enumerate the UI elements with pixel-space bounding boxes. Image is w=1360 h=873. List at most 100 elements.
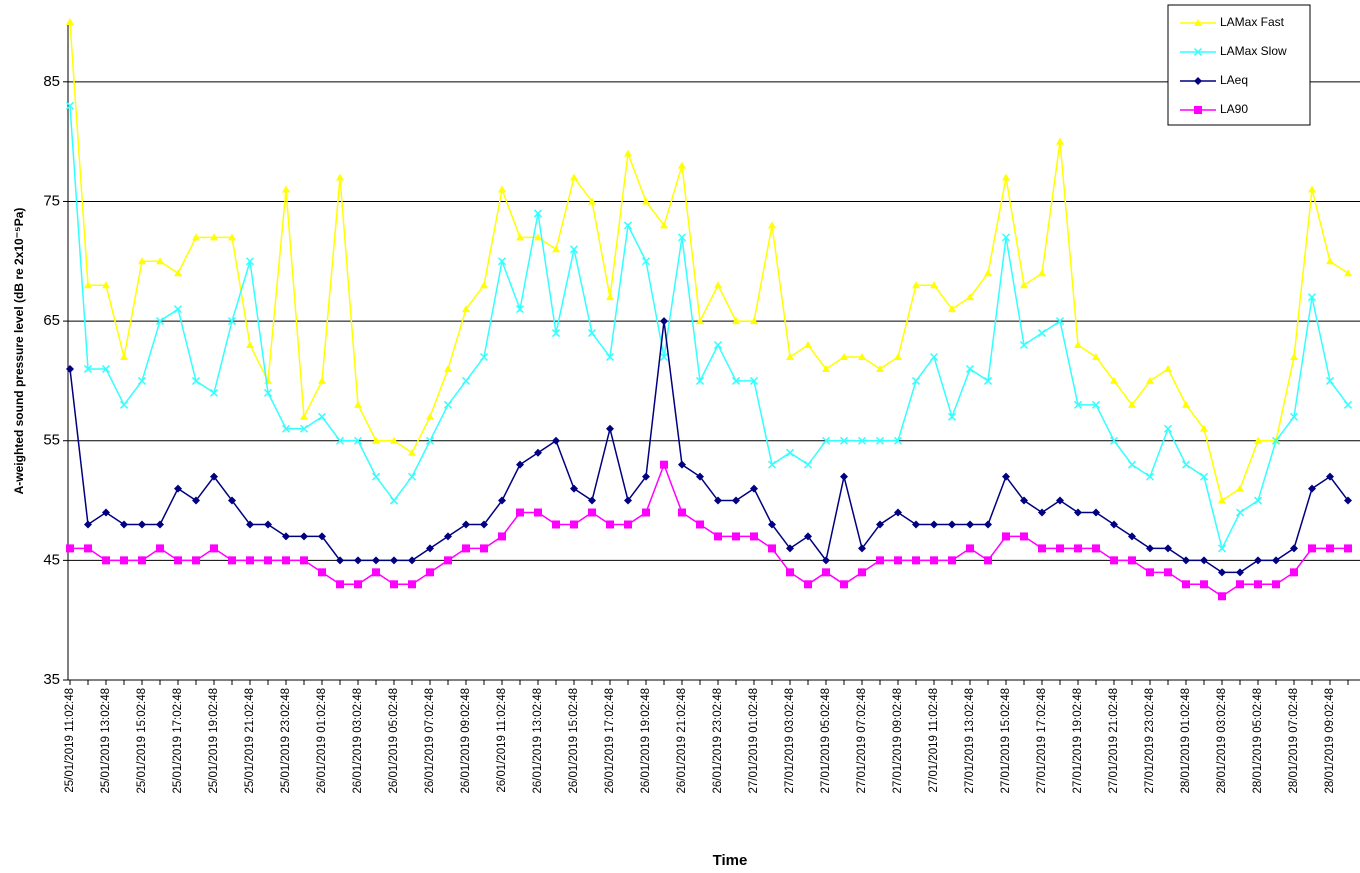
x-tick-label: 27/01/2019 05:02:48 xyxy=(820,688,832,794)
point xyxy=(1164,544,1172,553)
point xyxy=(912,556,920,565)
point xyxy=(1236,568,1244,577)
point xyxy=(192,233,200,241)
point xyxy=(300,556,308,565)
point xyxy=(174,484,182,493)
point xyxy=(245,257,255,266)
point xyxy=(1038,508,1046,517)
point xyxy=(786,352,794,360)
point xyxy=(840,472,848,481)
point xyxy=(209,388,219,397)
point xyxy=(1145,472,1155,481)
point xyxy=(1199,472,1209,481)
point xyxy=(677,233,687,242)
point xyxy=(1002,532,1010,541)
point xyxy=(1092,508,1100,517)
point xyxy=(894,556,902,565)
point xyxy=(660,460,668,469)
point xyxy=(984,269,992,277)
point xyxy=(876,364,884,372)
point xyxy=(570,484,578,493)
x-tick-label: 27/01/2019 11:02:48 xyxy=(928,688,940,793)
point xyxy=(822,556,830,565)
point xyxy=(498,532,506,541)
x-tick-label: 25/01/2019 17:02:48 xyxy=(172,688,184,794)
point xyxy=(1218,592,1226,601)
point xyxy=(1181,460,1191,469)
point xyxy=(336,580,344,589)
point xyxy=(714,281,722,289)
y-tick-label: 45 xyxy=(43,551,60,568)
point xyxy=(480,544,488,553)
point xyxy=(1109,436,1119,445)
point xyxy=(210,544,218,553)
point xyxy=(191,376,201,385)
point xyxy=(192,496,200,505)
point xyxy=(678,161,686,169)
point xyxy=(606,520,614,529)
point xyxy=(894,508,902,517)
point xyxy=(1037,329,1047,338)
x-tick-label: 27/01/2019 15:02:48 xyxy=(1000,688,1012,794)
series-line xyxy=(69,105,1349,551)
point xyxy=(534,508,542,517)
point xyxy=(785,448,795,457)
point xyxy=(120,352,128,360)
series-line xyxy=(69,21,1349,502)
point xyxy=(318,376,326,384)
series xyxy=(66,317,1352,577)
point xyxy=(1146,376,1154,384)
legend-box xyxy=(1167,4,1311,126)
point xyxy=(1290,352,1298,360)
point xyxy=(281,424,291,433)
point xyxy=(282,532,290,541)
point xyxy=(786,568,794,577)
point xyxy=(1326,472,1334,481)
point xyxy=(965,364,975,373)
point xyxy=(587,329,597,338)
point xyxy=(371,472,381,481)
point xyxy=(84,281,92,289)
point xyxy=(1307,293,1317,302)
point xyxy=(1074,544,1082,553)
x-tick-label: 25/01/2019 19:02:48 xyxy=(208,688,220,794)
point xyxy=(750,484,758,493)
point xyxy=(480,281,488,289)
point xyxy=(155,317,165,326)
x-tick-label: 28/01/2019 09:02:48 xyxy=(1324,688,1336,794)
point xyxy=(444,532,452,541)
point xyxy=(822,568,830,577)
point xyxy=(372,556,380,565)
point xyxy=(66,364,74,373)
point xyxy=(875,436,885,445)
point xyxy=(462,520,470,529)
point xyxy=(1253,496,1263,505)
point xyxy=(642,197,650,205)
point xyxy=(1308,484,1316,493)
y-tick-label: 65 xyxy=(43,312,60,329)
series-line xyxy=(70,462,1348,598)
point xyxy=(1290,568,1298,577)
point xyxy=(174,556,182,565)
point xyxy=(1272,556,1280,565)
point xyxy=(750,317,758,325)
point xyxy=(1200,424,1208,432)
point xyxy=(966,293,974,301)
point xyxy=(407,472,417,481)
point xyxy=(408,580,416,589)
point xyxy=(83,364,93,373)
point xyxy=(444,364,452,372)
legend-marker xyxy=(1194,19,1202,26)
series xyxy=(66,18,1352,504)
point xyxy=(569,245,579,254)
point xyxy=(389,496,399,505)
point xyxy=(408,556,416,565)
point xyxy=(570,520,578,529)
point xyxy=(552,520,560,529)
x-tick-label: 27/01/2019 07:02:48 xyxy=(856,688,868,794)
point xyxy=(318,532,326,541)
x-tick-label: 25/01/2019 21:02:48 xyxy=(244,688,256,794)
point xyxy=(858,352,866,360)
x-tick-label: 25/01/2019 11:02:48 xyxy=(64,688,76,793)
point xyxy=(156,257,164,265)
